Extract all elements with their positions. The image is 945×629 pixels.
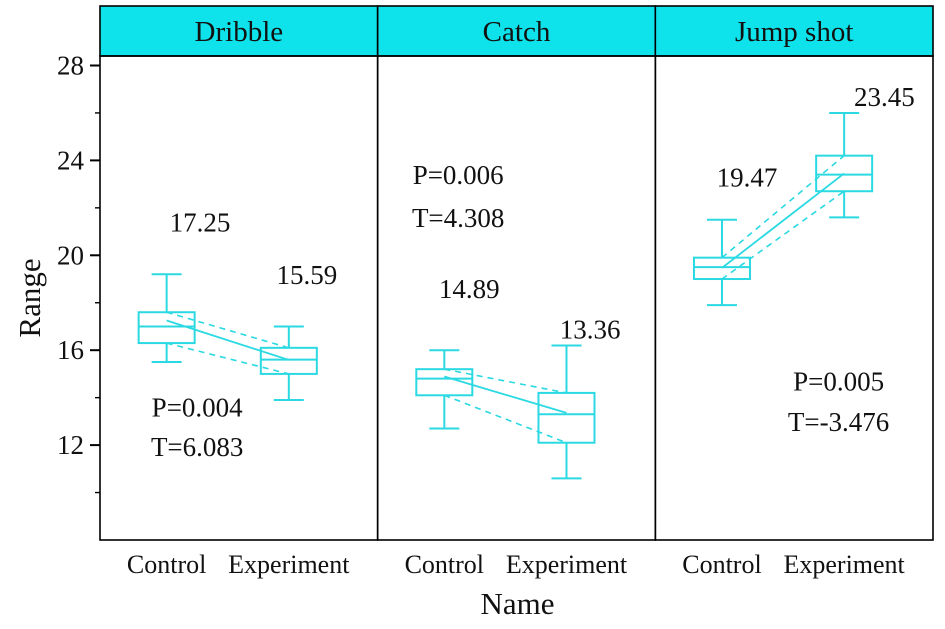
- connector-lower-dashed-line: [444, 394, 567, 444]
- box: [692, 256, 751, 281]
- annotation-text: 13.36: [560, 314, 621, 344]
- annotation-text: P=0.005: [793, 367, 884, 397]
- annotation-text: 14.89: [439, 274, 500, 304]
- y-tick-label: 12: [57, 430, 84, 460]
- box: [259, 346, 318, 375]
- connector-mean-line: [444, 375, 567, 414]
- x-category-label: Experiment: [228, 550, 350, 579]
- x-category-label: Control: [682, 550, 761, 579]
- panel-title: Jump shot: [735, 16, 853, 48]
- x-category-label: Experiment: [783, 550, 905, 579]
- panel-header: [654, 5, 934, 57]
- annotation-text: 23.45: [854, 82, 915, 112]
- connector-lower-dashed-line: [721, 190, 845, 280]
- panel-title: Dribble: [195, 16, 284, 48]
- x-axis-title: Name: [480, 586, 555, 621]
- annotation-text: P=0.004: [152, 393, 243, 423]
- connector-upper-dashed-line: [721, 155, 845, 259]
- box: [815, 154, 874, 193]
- x-category-label: Control: [405, 550, 484, 579]
- y-tick-label: 20: [57, 240, 84, 270]
- connector-upper-dashed-line: [444, 368, 567, 394]
- y-axis-title: Range: [12, 258, 47, 338]
- x-category-label: Experiment: [506, 550, 628, 579]
- box: [137, 311, 196, 345]
- box: [537, 391, 596, 444]
- annotation-text: T=-3.476: [788, 407, 889, 437]
- connector-mean-line: [721, 172, 845, 269]
- y-tick-label: 24: [57, 145, 85, 175]
- annotation-text: P=0.006: [413, 160, 504, 190]
- y-tick-label: 16: [57, 335, 84, 365]
- annotation-text: 19.47: [717, 162, 778, 192]
- panel-frame: [99, 55, 379, 541]
- x-category-label: Control: [127, 550, 206, 579]
- panel-title: Catch: [483, 16, 551, 48]
- panel-frame: [654, 55, 934, 541]
- y-tick-label: 28: [57, 50, 84, 80]
- annotation-text: T=4.308: [412, 203, 504, 233]
- annotation-text: 17.25: [170, 208, 231, 238]
- box: [415, 368, 474, 397]
- annotation-text: 15.59: [276, 260, 337, 290]
- annotation-text: T=6.083: [151, 432, 243, 462]
- panel-frame: [376, 55, 657, 541]
